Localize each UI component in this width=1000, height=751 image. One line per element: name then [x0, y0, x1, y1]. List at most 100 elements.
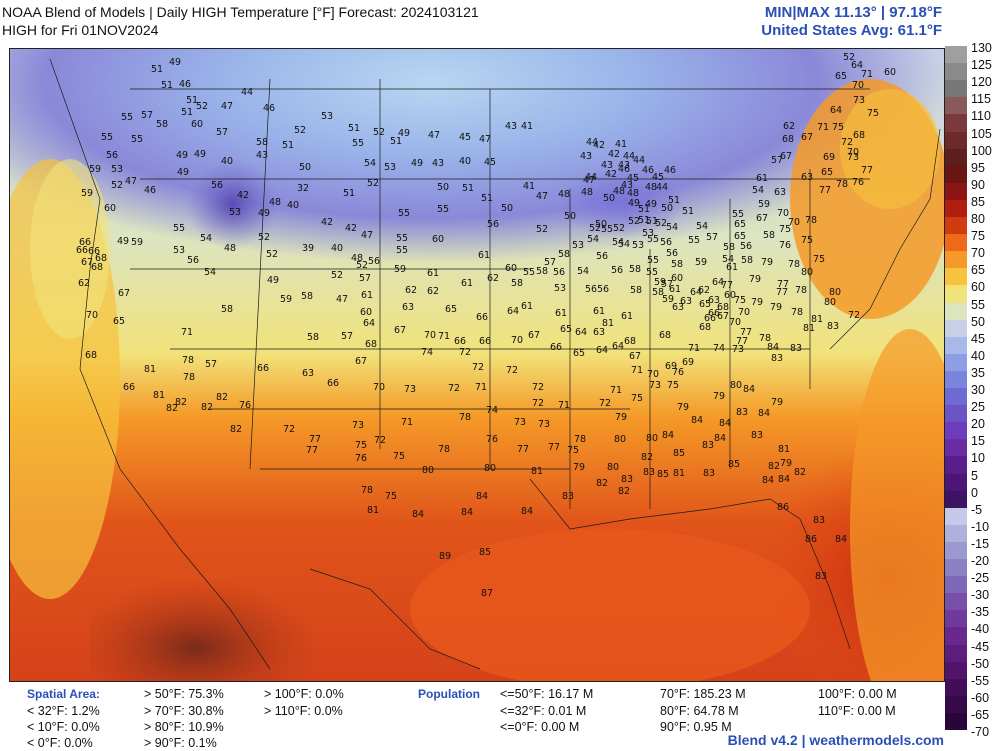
temperature-value-label: 84 — [767, 342, 779, 353]
temperature-value-label: 83 — [827, 321, 839, 332]
temperature-value-label: 81 — [811, 314, 823, 325]
temperature-value-label: 78 — [788, 259, 800, 270]
temperature-value-label: 44 — [656, 182, 668, 193]
temperature-value-label: 47 — [361, 230, 373, 241]
temperature-value-label: 71 — [181, 327, 193, 338]
temperature-value-label: 76 — [779, 240, 791, 251]
temperature-value-label: 49 — [628, 198, 640, 209]
colorbar-tick-label: -20 — [971, 554, 990, 568]
temperature-value-label: 58 — [652, 287, 664, 298]
temperature-value-label: 73 — [538, 419, 550, 430]
colorbar-segment — [945, 285, 967, 303]
temperature-value-label: 73 — [352, 420, 364, 431]
temperature-value-label: 56 — [740, 241, 752, 252]
temperature-value-label: 58 — [723, 242, 735, 253]
temperature-value-label: 77 — [736, 336, 748, 347]
temperature-value-label: 51 — [646, 216, 658, 227]
temperature-value-label: 66 — [79, 237, 91, 248]
temperature-value-label: 83 — [771, 353, 783, 364]
temperature-value-label: 51 — [390, 136, 402, 147]
temperature-value-label: 73 — [514, 417, 526, 428]
temperature-value-label: 68 — [699, 322, 711, 333]
colorbar-tick-label: 10 — [971, 451, 985, 466]
temperature-value-label: 71 — [688, 343, 700, 354]
temperature-value-label: 65 — [445, 304, 457, 315]
colorbar-tick-label: 70 — [971, 246, 985, 261]
colorbar-segment — [945, 234, 967, 252]
temperature-value-label: 52 — [266, 249, 278, 260]
temperature-value-label: 84 — [762, 475, 774, 486]
temperature-value-label: 51 — [462, 183, 474, 194]
temperature-value-label: 66 — [257, 363, 269, 374]
temperature-value-label: 70 — [86, 310, 98, 321]
temperature-value-label: 45 — [627, 173, 639, 184]
temperature-value-label: 66 — [704, 313, 716, 324]
temperature-value-label: 80 — [607, 462, 619, 473]
temperature-value-label: 66 — [76, 245, 88, 256]
temperature-value-label: 82 — [641, 452, 653, 463]
temperature-value-label: 48 — [645, 182, 657, 193]
temperature-value-label: 82 — [166, 403, 178, 414]
temperature-value-label: 82 — [794, 467, 806, 478]
temperature-value-label: 83 — [621, 474, 633, 485]
temperature-value-label: 75 — [813, 254, 825, 265]
temperature-value-label: 56 — [211, 180, 223, 191]
temperature-value-label: 55 — [352, 138, 364, 149]
temperature-value-label: 49 — [117, 236, 129, 247]
temperature-value-label: 79 — [751, 297, 763, 308]
colorbar-tick-label: 30 — [971, 383, 985, 397]
temperature-value-label: 82 — [216, 392, 228, 403]
temperature-value-label: 58 — [536, 266, 548, 277]
temperature-value-label: 85 — [657, 469, 669, 480]
temperature-value-label: 51 — [668, 195, 680, 206]
temperature-value-label: 60 — [104, 203, 116, 214]
temperature-value-label: 49 — [267, 275, 279, 286]
temperature-value-label: 53 — [173, 245, 185, 256]
temperature-value-label: 84 — [719, 418, 731, 429]
temperature-value-label: 63 — [708, 295, 720, 306]
temperature-value-label: 52 — [655, 218, 667, 229]
temperature-value-label: 66 — [88, 246, 100, 257]
colorbar-segment — [945, 182, 967, 201]
colorbar-tick-label: -40 — [971, 622, 990, 637]
temperature-value-label: 50 — [595, 219, 607, 230]
temperature-value-label: 55 — [523, 267, 535, 278]
colorbar-tick-label: 20 — [971, 417, 985, 432]
spatial-col3-1: > 110°F: 0.0% — [264, 704, 343, 718]
spatial-col1-2: < 0°F: 0.0% — [27, 736, 93, 750]
temperature-value-label: 78 — [836, 179, 848, 190]
temperature-value-label: 84 — [691, 415, 703, 426]
colorbar-tick-label: -25 — [971, 571, 990, 586]
temperature-value-label: 40 — [459, 156, 471, 167]
colorbar-segment — [945, 268, 967, 286]
temperature-value-label: 52 — [111, 180, 123, 191]
colorbar-tick-label: -10 — [971, 519, 990, 534]
colorbar-segment — [945, 46, 967, 64]
temperature-value-label: 65 — [835, 71, 847, 82]
temperature-value-label: 42 — [608, 149, 620, 160]
temperature-value-label: 45 — [484, 157, 496, 168]
temperature-value-label: 77 — [819, 185, 831, 196]
temperature-value-label: 66 — [327, 378, 339, 389]
temperature-value-label: 43 — [432, 158, 444, 169]
temperature-value-label: 51 — [348, 123, 360, 134]
temperature-value-label: 63 — [402, 302, 414, 313]
colorbar-segment — [945, 336, 967, 355]
temperature-value-label: 76 — [355, 453, 367, 464]
temperature-value-label: 52 — [258, 232, 270, 243]
credit-text: Blend v4.2 | weathermodels.com — [727, 732, 944, 748]
colorbar-tick-label: 65 — [971, 263, 985, 278]
temperature-value-label: 59 — [394, 264, 406, 275]
colorbar-segment — [945, 576, 967, 594]
us-average-readout: United States Avg: 61.1°F — [761, 22, 942, 39]
temperature-value-label: 71 — [558, 400, 570, 411]
temperature-value-label: 82 — [596, 478, 608, 489]
temperature-value-label: 58 — [221, 304, 233, 315]
temperature-value-label: 55 — [398, 208, 410, 219]
colorbar-segment — [945, 319, 967, 338]
temperature-value-label: 77 — [721, 280, 733, 291]
temperature-value-label: 72 — [506, 365, 518, 376]
temperature-value-label: 60 — [432, 234, 444, 245]
temperature-value-label: 59 — [662, 294, 674, 305]
temperature-value-label: 55 — [437, 204, 449, 215]
